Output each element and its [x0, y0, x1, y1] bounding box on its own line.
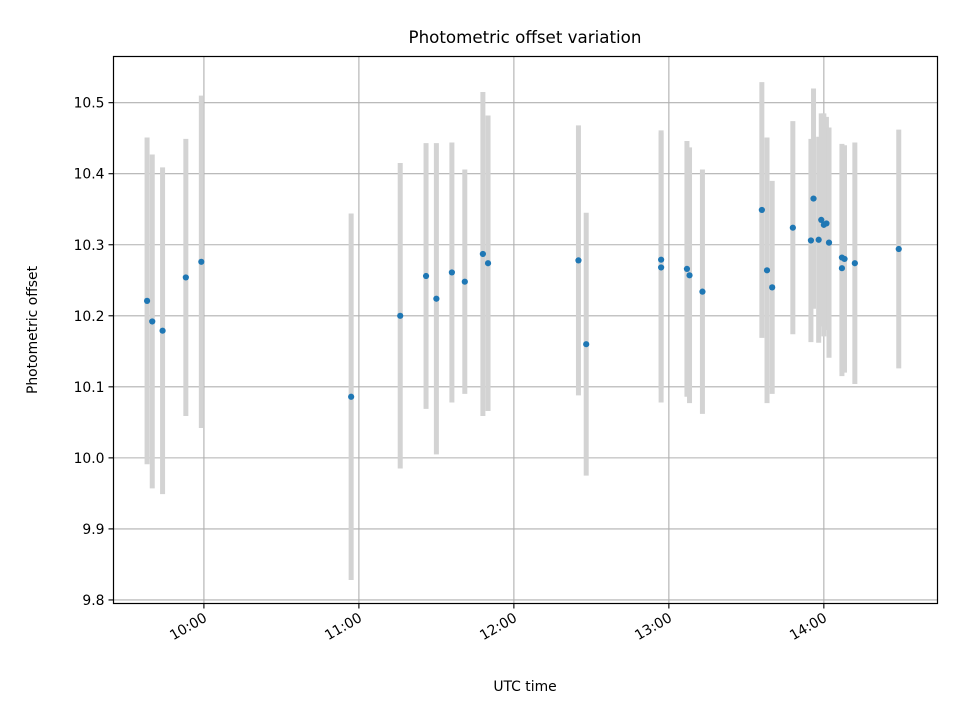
- plot-frame: [112, 55, 939, 605]
- chart-title: Photometric offset variation: [409, 27, 642, 47]
- data-point: [789, 224, 796, 231]
- data-point: [461, 278, 468, 285]
- data-point: [818, 216, 825, 223]
- data-point: [159, 327, 166, 334]
- data-point: [143, 297, 151, 304]
- y-tick-label: 9.8: [82, 593, 104, 609]
- data-point: [448, 269, 455, 276]
- data-point: [433, 295, 440, 302]
- data-point: [758, 206, 765, 214]
- data-point: [823, 220, 830, 227]
- y-tick-label: 10.1: [74, 380, 105, 396]
- y-tick-label: 10.3: [74, 238, 105, 254]
- data-point: [810, 195, 817, 202]
- y-tick-label: 10.2: [74, 309, 105, 325]
- data-point: [198, 258, 205, 265]
- data-point: [841, 255, 848, 263]
- data-point: [686, 272, 693, 279]
- y-axis-label: Photometric offset: [25, 265, 41, 394]
- y-axis-ticks: 9.8 9.9 10.0 10.1 10.2 10.3 10.4 10.5: [74, 96, 114, 609]
- data-point: [807, 237, 815, 244]
- data-point: [397, 312, 404, 319]
- y-tick-label: 10.0: [74, 451, 105, 467]
- data-point: [895, 245, 902, 253]
- y-tick-label: 9.9: [82, 522, 104, 538]
- data-point: [658, 256, 665, 263]
- grid-lines: [113, 56, 938, 604]
- data-point: [348, 393, 355, 400]
- data-point: [825, 239, 833, 246]
- data-point: [683, 265, 691, 273]
- data-point: [583, 341, 590, 348]
- data-point: [182, 274, 189, 281]
- data-point: [575, 257, 582, 264]
- data-point: [699, 288, 706, 295]
- y-tick-label: 10.5: [74, 96, 105, 112]
- data-point: [479, 250, 486, 258]
- data-point: [851, 260, 858, 267]
- data-point: [763, 267, 771, 274]
- data-point: [658, 264, 665, 271]
- data-point: [769, 284, 776, 291]
- data-point: [484, 260, 492, 267]
- x-axis-label: UTC time: [493, 679, 556, 695]
- data-points: [143, 195, 902, 400]
- data-point: [815, 236, 822, 243]
- data-point: [149, 318, 156, 325]
- data-point: [838, 265, 846, 272]
- y-tick-label: 10.4: [74, 167, 105, 183]
- data-point: [422, 272, 430, 280]
